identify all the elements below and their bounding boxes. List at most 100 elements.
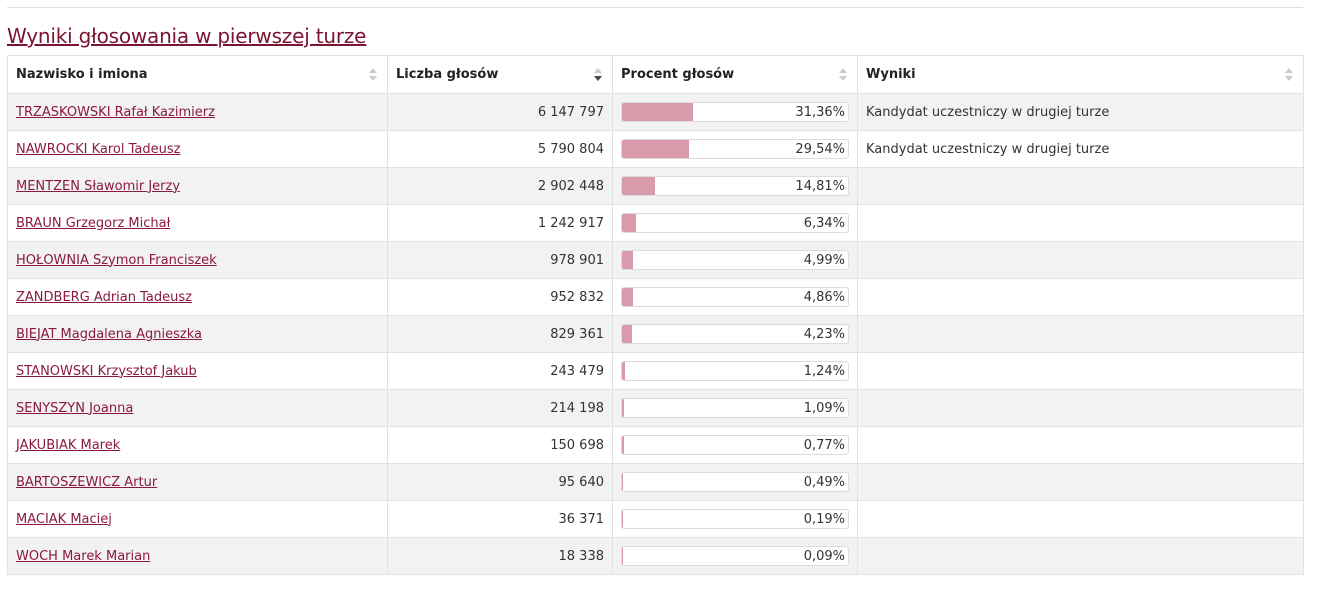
candidate-link[interactable]: SENYSZYN Joanna <box>16 400 134 416</box>
cell-votes: 978 901 <box>387 241 613 279</box>
percent-bar: 0,77% <box>621 435 849 455</box>
percent-bar-fill <box>622 473 624 491</box>
cell-votes: 829 361 <box>387 315 613 353</box>
column-header-votes[interactable]: Liczba głosów <box>387 55 613 94</box>
sort-desc-icon <box>594 68 602 82</box>
candidate-link[interactable]: WOCH Marek Marian <box>16 548 151 564</box>
candidate-link[interactable]: STANOWSKI Krzysztof Jakub <box>16 363 197 379</box>
percent-label: 4,99% <box>803 253 845 268</box>
percent-bar: 0,19% <box>621 509 849 529</box>
percent-bar: 6,34% <box>621 213 849 233</box>
cell-result <box>857 463 1304 501</box>
percent-bar: 0,09% <box>621 546 849 566</box>
table-row: BARTOSZEWICZ Artur 95 640 0,49% <box>7 463 1304 501</box>
table-row: MENTZEN Sławomir Jerzy 2 902 448 14,81% <box>7 167 1304 205</box>
cell-candidate-name: JAKUBIAK Marek <box>7 426 388 464</box>
candidate-link[interactable]: TRZASKOWSKI Rafał Kazimierz <box>16 104 215 120</box>
percent-bar-fill <box>622 177 656 195</box>
percent-bar: 14,81% <box>621 176 849 196</box>
cell-percent: 4,23% <box>612 315 858 353</box>
candidate-link[interactable]: ZANDBERG Adrian Tadeusz <box>16 289 192 305</box>
percent-label: 1,24% <box>803 364 845 379</box>
column-header-name-label: Nazwisko i imiona <box>16 67 148 82</box>
cell-votes: 6 147 797 <box>387 93 613 131</box>
column-header-name[interactable]: Nazwisko i imiona <box>7 55 388 94</box>
cell-votes: 36 371 <box>387 500 613 538</box>
results-table-body: TRZASKOWSKI Rafał Kazimierz 6 147 797 31,3… <box>7 93 1304 575</box>
percent-label: 4,23% <box>803 327 845 342</box>
percent-label: 4,86% <box>803 290 845 305</box>
percent-bar: 1,24% <box>621 361 849 381</box>
percent-label: 6,34% <box>803 216 845 231</box>
cell-result <box>857 389 1304 427</box>
table-row: BRAUN Grzegorz Michał 1 242 917 6,34% <box>7 204 1304 242</box>
table-row: ZANDBERG Adrian Tadeusz 952 832 4,86% <box>7 278 1304 316</box>
percent-label: 0,19% <box>803 512 845 527</box>
cell-result <box>857 204 1304 242</box>
cell-result <box>857 241 1304 279</box>
column-header-percent[interactable]: Procent głosów <box>612 55 858 94</box>
cell-result <box>857 167 1304 205</box>
cell-result <box>857 315 1304 353</box>
cell-percent: 14,81% <box>612 167 858 205</box>
percent-label: 29,54% <box>795 142 845 157</box>
section-title-link[interactable]: Wyniki głosowania w pierwszej turze <box>7 24 367 48</box>
percent-bar-fill <box>622 325 632 343</box>
cell-candidate-name: MACIAK Maciej <box>7 500 388 538</box>
cell-result: Kandydat uczestniczy w drugiej turze <box>857 130 1304 168</box>
candidate-link[interactable]: HOŁOWNIA Szymon Franciszek <box>16 252 217 268</box>
cell-candidate-name: HOŁOWNIA Szymon Franciszek <box>7 241 388 279</box>
candidate-link[interactable]: MACIAK Maciej <box>16 511 112 527</box>
candidate-link[interactable]: NAWROCKI Karol Tadeusz <box>16 141 181 157</box>
percent-bar: 31,36% <box>621 102 849 122</box>
cell-result <box>857 352 1304 390</box>
table-row: HOŁOWNIA Szymon Franciszek 978 901 4,99% <box>7 241 1304 279</box>
cell-candidate-name: BRAUN Grzegorz Michał <box>7 204 388 242</box>
cell-result <box>857 537 1304 575</box>
percent-label: 0,49% <box>803 475 845 490</box>
candidate-link[interactable]: BARTOSZEWICZ Artur <box>16 474 158 490</box>
table-row: SENYSZYN Joanna 214 198 1,09% <box>7 389 1304 427</box>
cell-percent: 6,34% <box>612 204 858 242</box>
cell-percent: 4,99% <box>612 241 858 279</box>
table-header-row: Nazwisko i imiona Liczba głosów Procent … <box>7 55 1304 94</box>
cell-result <box>857 278 1304 316</box>
percent-bar: 4,86% <box>621 287 849 307</box>
cell-percent: 31,36% <box>612 93 858 131</box>
percent-bar: 0,49% <box>621 472 849 492</box>
cell-votes: 5 790 804 <box>387 130 613 168</box>
candidate-link[interactable]: BRAUN Grzegorz Michał <box>16 215 171 231</box>
results-table: Nazwisko i imiona Liczba głosów Procent … <box>7 55 1304 575</box>
cell-candidate-name: SENYSZYN Joanna <box>7 389 388 427</box>
cell-votes: 952 832 <box>387 278 613 316</box>
cell-candidate-name: TRZASKOWSKI Rafał Kazimierz <box>7 93 388 131</box>
candidate-link[interactable]: BIEJAT Magdalena Agnieszka <box>16 326 202 342</box>
percent-bar-fill <box>622 399 625 417</box>
table-row: WOCH Marek Marian 18 338 0,09% <box>7 537 1304 575</box>
cell-votes: 95 640 <box>387 463 613 501</box>
cell-votes: 150 698 <box>387 426 613 464</box>
candidate-link[interactable]: MENTZEN Sławomir Jerzy <box>16 178 181 194</box>
cell-percent: 4,86% <box>612 278 858 316</box>
table-row: MACIAK Maciej 36 371 0,19% <box>7 500 1304 538</box>
cell-result <box>857 500 1304 538</box>
sort-icon <box>1285 68 1293 82</box>
cell-votes: 243 479 <box>387 352 613 390</box>
cell-candidate-name: BIEJAT Magdalena Agnieszka <box>7 315 388 353</box>
candidate-link[interactable]: JAKUBIAK Marek <box>16 437 121 453</box>
cell-percent: 0,77% <box>612 426 858 464</box>
percent-label: 1,09% <box>803 401 845 416</box>
column-header-result[interactable]: Wyniki <box>857 55 1304 94</box>
percent-bar-fill <box>622 214 637 232</box>
cell-result <box>857 426 1304 464</box>
percent-label: 31,36% <box>795 105 845 120</box>
percent-bar-fill <box>622 362 625 380</box>
sort-icon <box>369 68 377 82</box>
percent-bar: 4,99% <box>621 250 849 270</box>
table-row: STANOWSKI Krzysztof Jakub 243 479 1,24% <box>7 352 1304 390</box>
percent-label: 14,81% <box>795 179 845 194</box>
cell-percent: 1,24% <box>612 352 858 390</box>
cell-votes: 18 338 <box>387 537 613 575</box>
cell-percent: 0,49% <box>612 463 858 501</box>
percent-bar: 1,09% <box>621 398 849 418</box>
